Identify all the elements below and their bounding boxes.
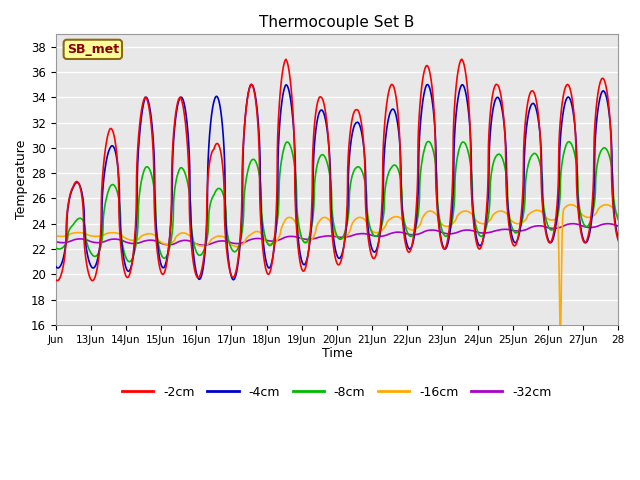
Y-axis label: Temperature: Temperature xyxy=(15,140,28,219)
Title: Thermocouple Set B: Thermocouple Set B xyxy=(259,15,415,30)
Text: SB_met: SB_met xyxy=(67,43,119,56)
Legend: -2cm, -4cm, -8cm, -16cm, -32cm: -2cm, -4cm, -8cm, -16cm, -32cm xyxy=(117,381,557,404)
X-axis label: Time: Time xyxy=(321,348,352,360)
